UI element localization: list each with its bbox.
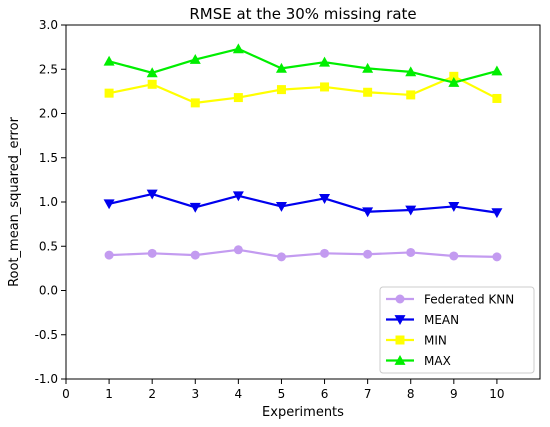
y-tick-label: 2.0 [39, 107, 58, 121]
y-axis: -1.0 -0.5 0.0 0.5 1.0 1.5 2.0 2.5 3.0 [35, 18, 66, 386]
data-point [492, 252, 502, 262]
x-tick-label: 7 [364, 387, 372, 401]
data-point [406, 247, 416, 257]
data-point [147, 248, 157, 258]
data-point [104, 250, 114, 260]
legend-item: MIN [386, 334, 447, 348]
x-tick-label: 3 [191, 387, 199, 401]
data-point [491, 208, 503, 219]
data-point [362, 62, 374, 73]
x-tick-label: 1 [105, 387, 113, 401]
data-point [448, 202, 460, 212]
x-tick-label: 9 [450, 387, 458, 401]
x-axis: 0 1 2 3 4 5 6 7 8 9 10 [62, 379, 505, 401]
x-tick-label: 10 [489, 387, 504, 401]
y-tick-label: -1.0 [35, 372, 58, 386]
data-point [276, 85, 286, 95]
series-line [108, 75, 498, 104]
data-point [320, 248, 330, 258]
legend-label: MAX [424, 354, 451, 368]
data-point [405, 205, 417, 216]
legend-marker [394, 355, 406, 365]
legend-item: MEAN [386, 313, 459, 327]
x-tick-label: 0 [62, 387, 70, 401]
legend-item: MAX [386, 354, 451, 368]
data-point [103, 55, 115, 66]
data-point [449, 251, 459, 261]
data-point [233, 245, 243, 255]
data-point [491, 65, 503, 76]
legend-marker [394, 315, 406, 325]
legend-item: Federated KNN [386, 293, 514, 307]
data-point [146, 67, 158, 78]
series-line [109, 248, 497, 258]
x-tick-label: 8 [407, 387, 415, 401]
data-point [232, 43, 244, 54]
series-layer [103, 43, 503, 262]
x-tick-label: 2 [148, 387, 156, 401]
series-2 [104, 71, 502, 108]
data-point [449, 71, 459, 81]
y-tick-label: 0.0 [39, 284, 58, 298]
data-point [319, 194, 331, 204]
data-point [363, 249, 373, 259]
y-tick-label: 0.5 [39, 239, 58, 253]
data-point [448, 77, 460, 87]
series-3 [103, 43, 503, 87]
data-point [189, 202, 201, 213]
data-point [276, 252, 286, 262]
data-point [103, 199, 115, 210]
data-point [189, 54, 201, 64]
data-point [406, 90, 416, 100]
legend-marker [395, 335, 405, 345]
y-tick-label: 1.5 [39, 151, 58, 165]
series-line [108, 192, 498, 214]
data-point [232, 191, 244, 202]
data-point [190, 250, 200, 260]
data-point [319, 56, 331, 67]
x-tick-label: 5 [278, 387, 286, 401]
data-point [275, 62, 287, 73]
series-line [108, 47, 498, 84]
data-point [275, 202, 287, 212]
legend-box [379, 286, 535, 374]
legend-label: MIN [424, 334, 447, 348]
y-tick-label: 1.0 [39, 195, 58, 209]
x-tick-label: 6 [321, 387, 329, 401]
legend-marker [395, 294, 405, 304]
legend-label: MEAN [424, 313, 459, 327]
data-point [363, 87, 373, 97]
data-point [492, 93, 502, 103]
legend: Federated KNN MEAN MIN MAX [379, 286, 535, 374]
chart-title: RMSE at the 30% missing rate [189, 5, 416, 23]
series-0 [104, 245, 502, 262]
data-point [405, 66, 417, 77]
x-axis-label: Experiments [262, 405, 344, 420]
data-point [362, 207, 374, 218]
data-point [190, 98, 200, 108]
data-point [104, 88, 114, 98]
y-tick-label: 2.5 [39, 62, 58, 76]
y-axis-label: Root_mean_squared_error [7, 116, 22, 286]
data-point [147, 79, 157, 89]
legend-label: Federated KNN [424, 293, 514, 307]
y-tick-label: -0.5 [35, 328, 58, 342]
x-tick-label: 4 [235, 387, 243, 401]
data-point [320, 82, 330, 92]
y-tick-label: 3.0 [39, 18, 58, 32]
series-1 [103, 189, 503, 219]
data-point [146, 189, 158, 200]
data-point [233, 93, 243, 103]
